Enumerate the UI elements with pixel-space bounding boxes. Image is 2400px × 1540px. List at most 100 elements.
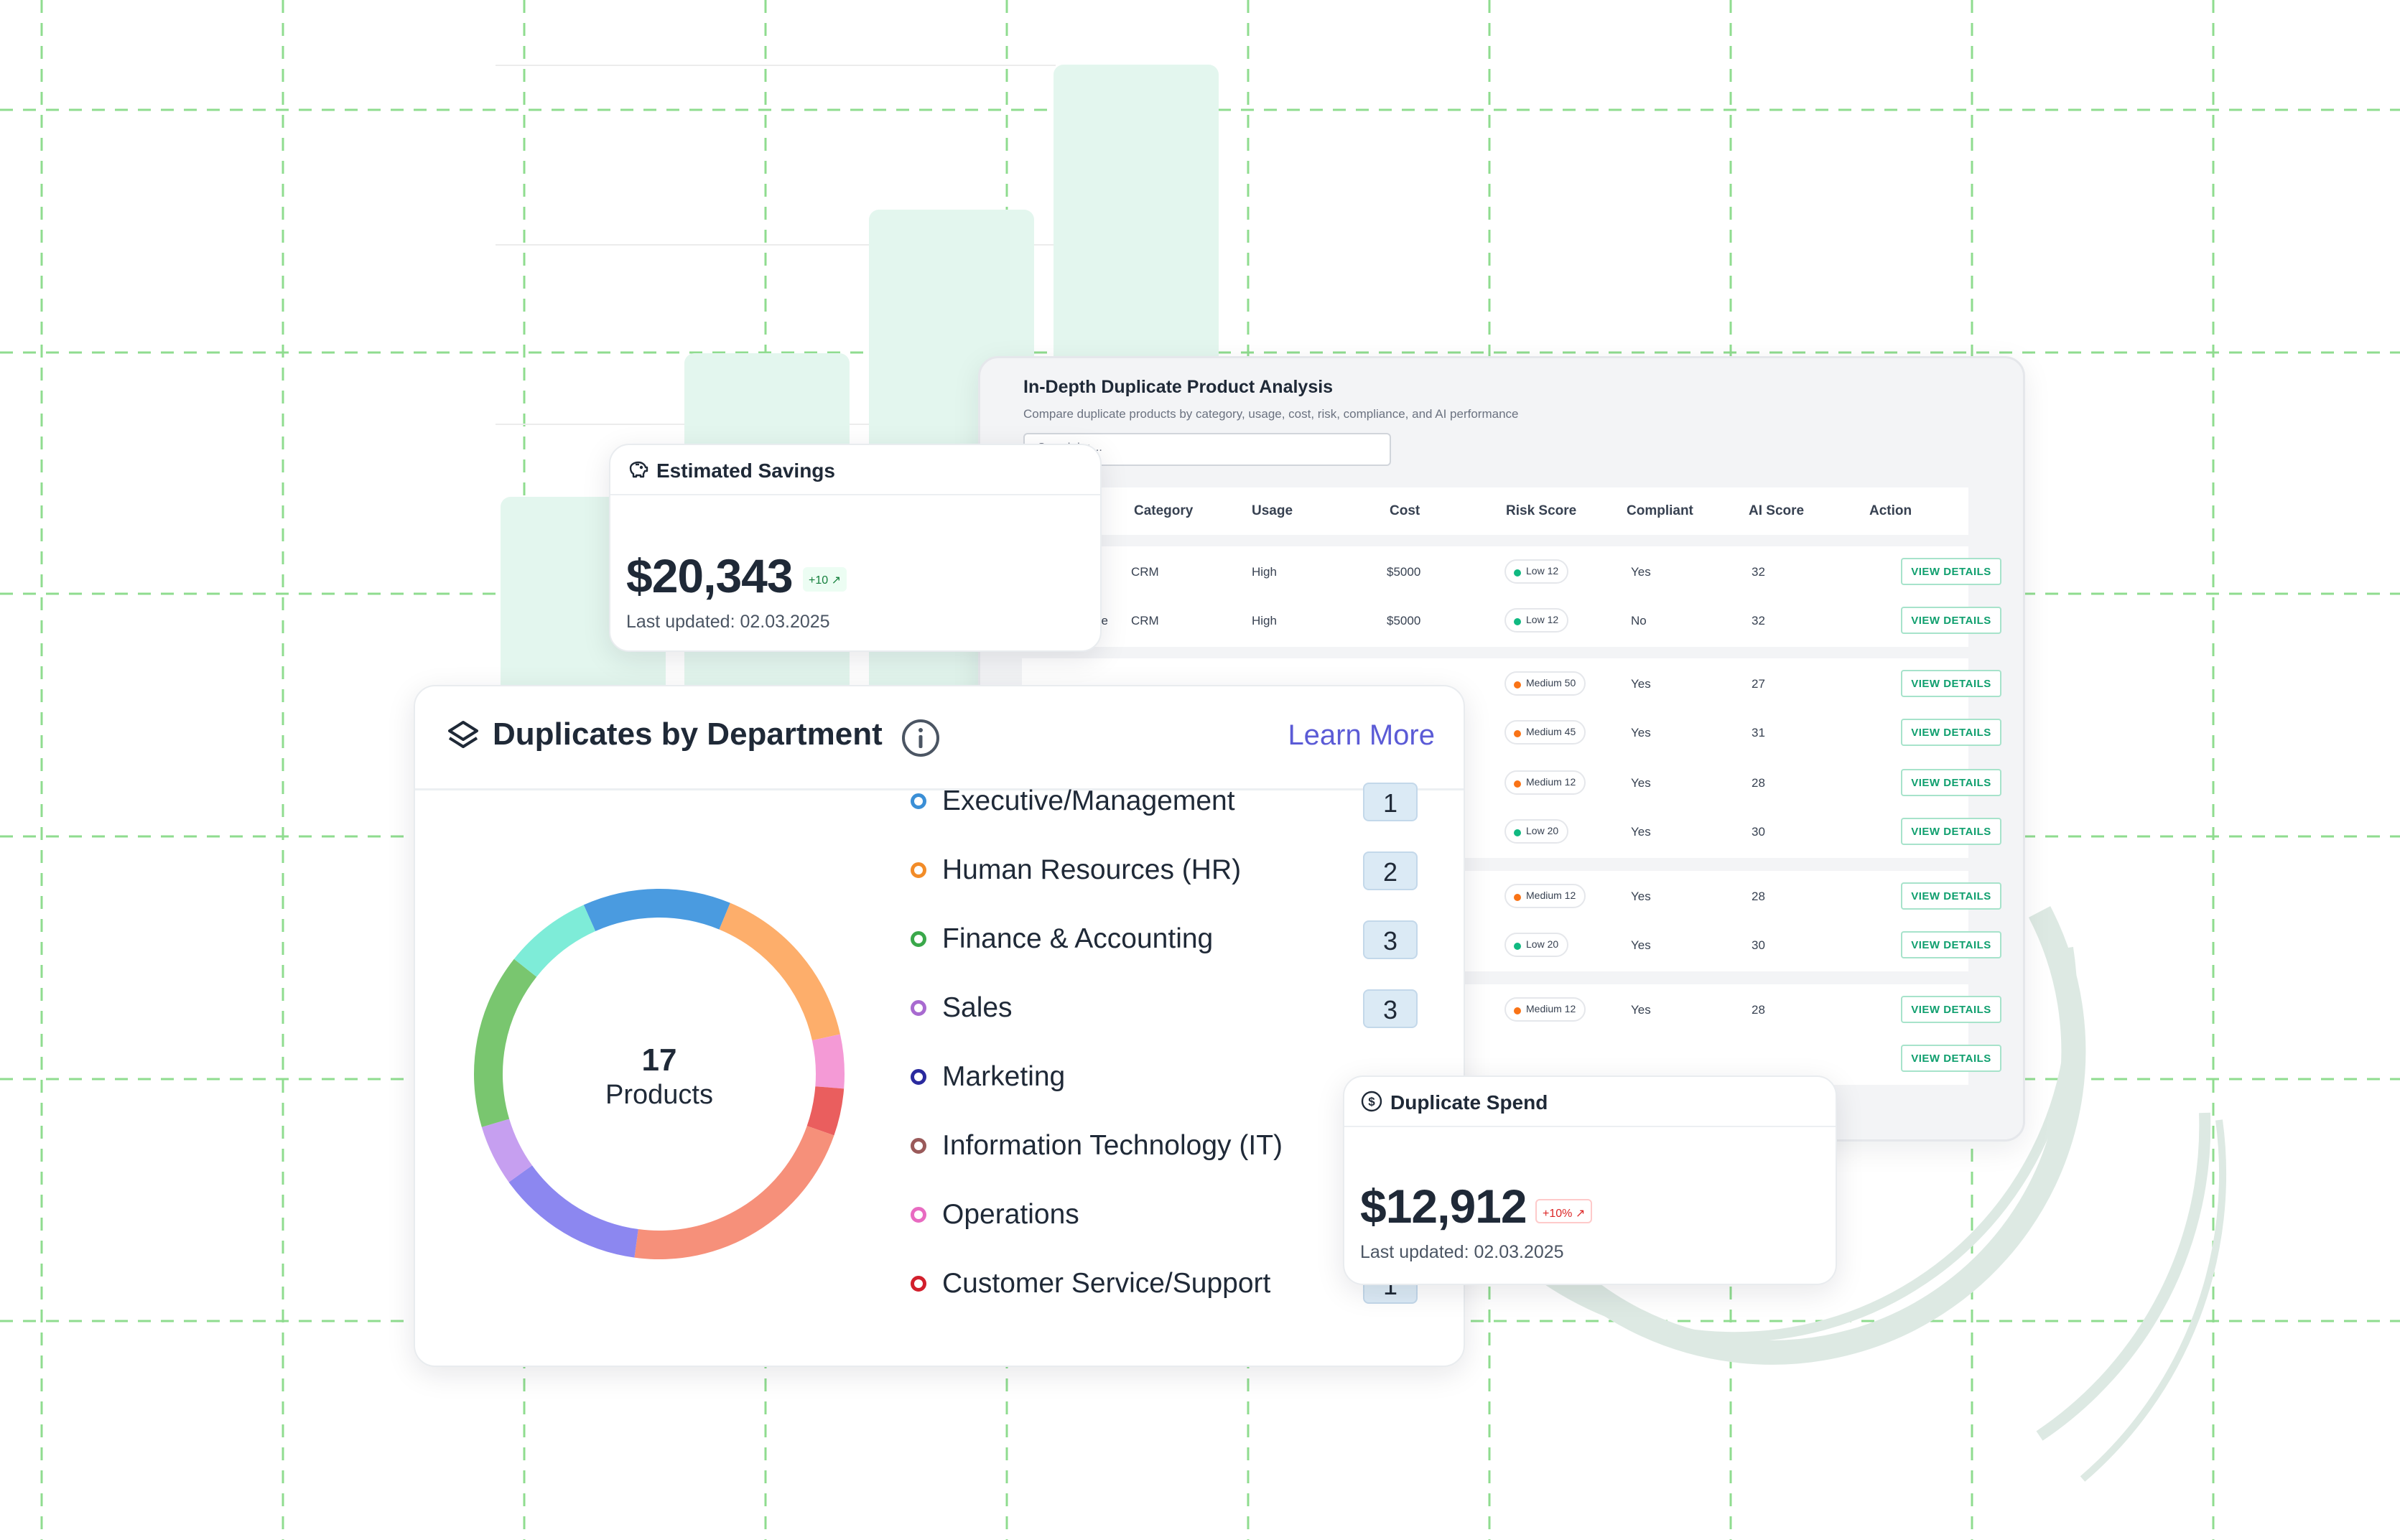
view-details-button[interactable]: VIEW DETAILS: [1901, 670, 2001, 697]
compliant-cell: Yes: [1631, 890, 1651, 903]
department-count-badge: 3: [1363, 920, 1418, 959]
risk-score-badge: Low 20: [1504, 933, 1569, 957]
bg-gridline: [496, 244, 1056, 246]
view-details-button[interactable]: VIEW DETAILS: [1901, 931, 2001, 958]
donut-segment: [474, 958, 537, 1127]
department-count-badge: 3: [1363, 989, 1418, 1028]
donut-segment: [481, 1119, 532, 1182]
cost-cell: $5000: [1387, 565, 1421, 579]
bg-gridline: [496, 65, 1056, 66]
col-risk-score[interactable]: Risk Score: [1506, 503, 1577, 518]
compliant-cell: Yes: [1631, 1003, 1651, 1017]
view-details-button[interactable]: VIEW DETAILS: [1901, 769, 2001, 796]
svg-text:$: $: [1368, 1095, 1375, 1109]
ai-score-cell: 28: [1752, 776, 1765, 790]
learn-more-link[interactable]: Learn More: [1288, 719, 1435, 751]
department-name: Executive/Management: [942, 785, 1235, 816]
analysis-title: In-Depth Duplicate Product Analysis: [1023, 377, 1334, 397]
risk-dot: [1514, 618, 1521, 625]
risk-dot: [1514, 730, 1521, 737]
col-compliant[interactable]: Compliant: [1627, 503, 1693, 518]
risk-dot: [1514, 829, 1521, 836]
view-details-button[interactable]: VIEW DETAILS: [1901, 882, 2001, 910]
dollar-circle-icon: $: [1361, 1091, 1382, 1112]
ai-score-cell: 32: [1752, 614, 1765, 627]
legend-ring-icon: [911, 862, 926, 878]
spend-value: $12,912: [1360, 1180, 1527, 1233]
compliant-cell: Yes: [1631, 776, 1651, 790]
risk-score-text: Medium 12: [1526, 1003, 1576, 1014]
table-row[interactable]: Low 20 Yes 30 VIEW DETAILS: [1022, 921, 2001, 970]
table-row[interactable]: Medium 45 Yes 31 VIEW DETAILS: [1022, 709, 2001, 757]
estimated-savings-card: Estimated Savings $20,343 +10 ↗ Last upd…: [609, 444, 1102, 652]
donut-segment: [508, 1165, 638, 1258]
view-details-button[interactable]: VIEW DETAILS: [1901, 1045, 2001, 1072]
table-row[interactable]: VIEW DETAILS: [1022, 1035, 2001, 1083]
usage-cell: High: [1252, 614, 1277, 627]
ai-score-cell: 28: [1752, 1003, 1765, 1017]
category-cell: CRM: [1131, 614, 1159, 627]
view-details-button[interactable]: VIEW DETAILS: [1901, 996, 2001, 1023]
risk-score-badge: Medium 12: [1504, 997, 1586, 1022]
donut-segment: [634, 1126, 834, 1259]
risk-score-text: Low 12: [1526, 565, 1559, 577]
bg-bar: [1054, 65, 1219, 381]
layers-icon: [448, 721, 478, 748]
view-details-button[interactable]: VIEW DETAILS: [1901, 818, 2001, 845]
risk-score-badge: Medium 12: [1504, 884, 1586, 908]
table-row[interactable]: Medium 12 Yes 28 VIEW DETAILS: [1022, 759, 2001, 808]
risk-dot: [1514, 780, 1521, 788]
risk-dot: [1514, 894, 1521, 901]
risk-dot: [1514, 943, 1521, 950]
department-name: Marketing: [942, 1061, 1066, 1092]
department-name: Operations: [942, 1199, 1079, 1230]
view-details-button[interactable]: VIEW DETAILS: [1901, 607, 2001, 634]
col-ai-score[interactable]: AI Score: [1749, 503, 1805, 518]
ai-score-cell: 28: [1752, 890, 1765, 903]
table-row[interactable]: Low 20 Yes 30 VIEW DETAILS: [1022, 808, 2001, 857]
savings-header: Estimated Savings: [610, 445, 1100, 495]
savings-updated: Last updated: 02.03.2025: [626, 612, 830, 632]
cost-cell: $5000: [1387, 614, 1421, 627]
savings-title: Estimated Savings: [656, 459, 835, 482]
col-category[interactable]: Category: [1134, 503, 1194, 518]
duplicates-header: Duplicates by Department Learn More: [415, 686, 1464, 790]
risk-score-badge: Low 12: [1504, 608, 1569, 633]
table-row[interactable]: Medium 12 Yes 28 VIEW DETAILS: [1022, 872, 2001, 921]
view-details-button[interactable]: VIEW DETAILS: [1901, 719, 2001, 746]
total-products-count: 17: [641, 1042, 677, 1078]
risk-score-badge: Low 20: [1504, 819, 1569, 844]
risk-score-text: Low 20: [1526, 938, 1559, 950]
department-name: Sales: [942, 992, 1013, 1023]
col-usage[interactable]: Usage: [1252, 503, 1293, 518]
table-header: Category Usage Cost Risk Score Compliant…: [1022, 487, 1968, 535]
spend-change-badge: +10% ↗: [1535, 1199, 1593, 1223]
view-details-button[interactable]: VIEW DETAILS: [1901, 558, 2001, 585]
ai-score-cell: 32: [1752, 565, 1765, 579]
risk-score-badge: Medium 12: [1504, 770, 1586, 795]
analysis-subtitle: Compare duplicate products by category, …: [1023, 407, 1519, 421]
ai-score-cell: 30: [1752, 938, 1765, 952]
spend-updated: Last updated: 02.03.2025: [1360, 1242, 1564, 1262]
legend-ring-icon: [911, 1069, 926, 1085]
info-icon[interactable]: [901, 718, 941, 758]
col-cost[interactable]: Cost: [1390, 503, 1420, 518]
risk-score-text: Medium 12: [1526, 890, 1576, 901]
department-name: Human Resources (HR): [942, 854, 1242, 885]
duplicate-spend-card: $ Duplicate Spend $12,912 +10% ↗ Last up…: [1343, 1075, 1837, 1285]
risk-dot: [1514, 1007, 1521, 1014]
legend-ring-icon: [911, 1207, 926, 1223]
compliant-cell: No: [1631, 614, 1647, 627]
compliant-cell: Yes: [1631, 677, 1651, 691]
table-row[interactable]: Medium 12 Yes 28 VIEW DETAILS: [1022, 986, 2001, 1035]
department-count-badge: 2: [1363, 851, 1418, 890]
col-action[interactable]: Action: [1869, 503, 1912, 518]
risk-dot: [1514, 681, 1521, 689]
legend-ring-icon: [911, 1138, 926, 1154]
department-donut-chart: [474, 889, 845, 1259]
table-row[interactable]: Medium 50 Yes 27 VIEW DETAILS: [1022, 660, 2001, 709]
risk-score-text: Medium 50: [1526, 677, 1576, 689]
total-products-label: Products: [605, 1080, 713, 1110]
